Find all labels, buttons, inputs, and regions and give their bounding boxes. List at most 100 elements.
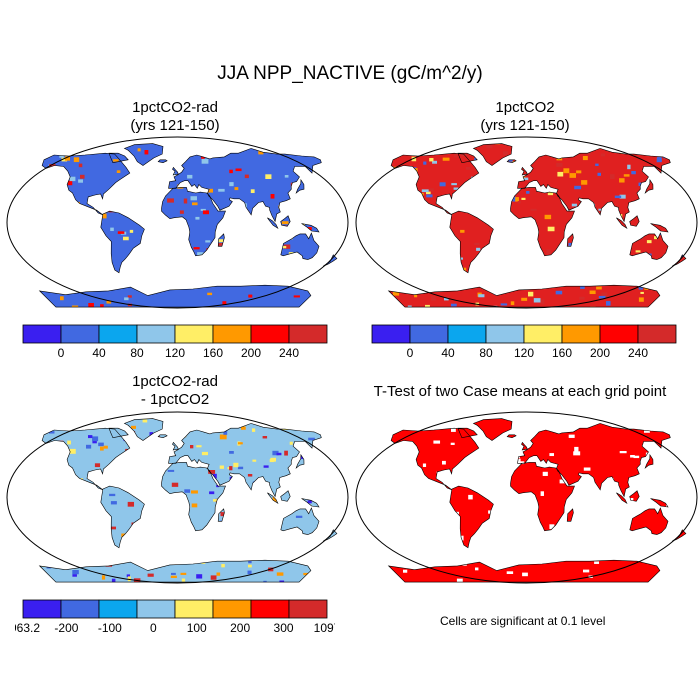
eurasia-outline bbox=[517, 148, 671, 223]
colorbar-swatch bbox=[22, 324, 62, 344]
south-america-outline bbox=[449, 485, 494, 549]
colorbar-tick-label: 200 bbox=[230, 621, 250, 635]
africa-outline bbox=[161, 462, 226, 532]
colorbar-swatch bbox=[250, 324, 290, 344]
colorbar-tick-label: -100 bbox=[98, 621, 122, 635]
colorbar-swatch bbox=[523, 324, 563, 344]
colorbar-swatch bbox=[485, 324, 525, 344]
antarctica-outline bbox=[387, 284, 661, 308]
colorbar-tick-label: 0 bbox=[150, 621, 157, 635]
south-america-outline bbox=[449, 210, 494, 274]
iceland-outline bbox=[506, 159, 517, 164]
baffin-island-outline bbox=[108, 427, 129, 439]
panel-3-title-line1: 1pctCO2-rad bbox=[132, 373, 218, 390]
map-panel-4 bbox=[355, 411, 698, 584]
map-border bbox=[6, 411, 349, 584]
borneo-outline bbox=[629, 490, 640, 502]
great-britain-outline bbox=[521, 166, 528, 176]
north-america-outline bbox=[41, 152, 131, 216]
colorbar-tick-label: 80 bbox=[479, 346, 493, 360]
baffin-island-outline bbox=[457, 152, 478, 164]
map-panel-1 bbox=[6, 136, 349, 309]
australia-outline bbox=[280, 232, 320, 260]
borneo-outline bbox=[280, 490, 291, 502]
colorbar-swatch bbox=[174, 324, 214, 344]
iceland-outline bbox=[157, 434, 168, 439]
colorbar-tick-label: 40 bbox=[92, 346, 106, 360]
colorbar-panel-2: 0 40 80 120 160 200 240 bbox=[371, 324, 677, 360]
colorbar-tick-label: 80 bbox=[130, 346, 144, 360]
colorbar-tick-label: 120 bbox=[514, 346, 534, 360]
sumatra-outline bbox=[267, 217, 279, 229]
panel-1-title: 1pctCO2-rad (yrs 121-150) bbox=[45, 99, 305, 135]
sumatra-outline bbox=[616, 217, 628, 229]
panel-4-title: T-Test of two Case means at each grid po… bbox=[350, 383, 690, 401]
colorbar-swatch bbox=[174, 599, 214, 619]
colorbar-swatch bbox=[136, 324, 176, 344]
colorbar-swatch bbox=[98, 599, 138, 619]
colorbar-swatch bbox=[409, 324, 449, 344]
africa-outline bbox=[510, 187, 575, 257]
colorbar-swatch bbox=[212, 599, 252, 619]
eurasia-outline bbox=[517, 423, 671, 498]
greenland-outline bbox=[472, 418, 513, 441]
north-america-outline bbox=[41, 427, 131, 491]
north-america-outline bbox=[390, 427, 480, 491]
antarctica-outline bbox=[387, 559, 661, 583]
colorbar-tick-label: 300 bbox=[274, 621, 294, 635]
australia-outline bbox=[629, 232, 669, 260]
colorbar-tick-label: 1097 bbox=[314, 621, 335, 635]
new-zealand-outline bbox=[671, 254, 687, 267]
greenland-outline bbox=[123, 143, 164, 166]
madagascar-outline bbox=[217, 508, 225, 522]
japan-outline bbox=[644, 453, 654, 469]
panel-3-title-line2: - 1pctCO2 bbox=[140, 391, 210, 408]
south-america-outline bbox=[100, 210, 145, 274]
north-america-outline bbox=[390, 152, 480, 216]
colorbar-swatch bbox=[599, 324, 639, 344]
colorbar-tick-label: 100 bbox=[187, 621, 207, 635]
map-panel-3 bbox=[6, 411, 349, 584]
colorbar-swatch bbox=[288, 324, 328, 344]
iceland-outline bbox=[157, 159, 168, 164]
new-guinea-outline bbox=[650, 223, 669, 233]
colorbar-tick-label: 200 bbox=[590, 346, 610, 360]
antarctica-outline bbox=[38, 284, 312, 308]
sumatra-outline bbox=[267, 492, 279, 504]
africa-outline bbox=[161, 187, 226, 257]
panel-2-title-line2: (yrs 121-150) bbox=[480, 117, 570, 134]
colorbar-tick-label: 160 bbox=[203, 346, 223, 360]
colorbar-swatch bbox=[637, 324, 677, 344]
new-guinea-outline bbox=[301, 223, 320, 233]
panel-1-title-line1: 1pctCO2-rad bbox=[132, 99, 218, 116]
colorbar-tick-label: 0 bbox=[58, 346, 65, 360]
map-border bbox=[355, 136, 698, 309]
japan-outline bbox=[644, 178, 654, 194]
greenland-outline bbox=[123, 418, 164, 441]
colorbar-tick-label: -963.2 bbox=[15, 621, 40, 635]
great-britain-outline bbox=[172, 441, 179, 451]
greenland-outline bbox=[472, 143, 513, 166]
colorbar-swatch bbox=[136, 599, 176, 619]
colorbar-tick-label: 160 bbox=[552, 346, 572, 360]
significance-note: Cells are significant at 0.1 level bbox=[440, 614, 606, 628]
great-britain-outline bbox=[521, 441, 528, 451]
baffin-island-outline bbox=[457, 427, 478, 439]
madagascar-outline bbox=[566, 508, 574, 522]
madagascar-outline bbox=[217, 233, 225, 247]
borneo-outline bbox=[280, 215, 291, 227]
new-zealand-outline bbox=[671, 529, 687, 542]
figure-title: JJA NPP_NACTIVE (gC/m^2/y) bbox=[217, 63, 483, 84]
great-britain-outline bbox=[172, 166, 179, 176]
new-guinea-outline bbox=[650, 498, 669, 508]
panel-3-title: 1pctCO2-rad - 1pctCO2 bbox=[45, 373, 305, 409]
colorbar-swatch bbox=[98, 324, 138, 344]
south-america-outline bbox=[100, 485, 145, 549]
antarctica-outline bbox=[38, 559, 312, 583]
panel-1-title-line2: (yrs 121-150) bbox=[130, 117, 220, 134]
map-panel-2 bbox=[355, 136, 698, 309]
colorbar-swatch bbox=[60, 599, 100, 619]
australia-outline bbox=[629, 507, 669, 535]
panel-2-title: 1pctCO2 (yrs 121-150) bbox=[395, 99, 655, 135]
colorbar-swatch bbox=[561, 324, 601, 344]
